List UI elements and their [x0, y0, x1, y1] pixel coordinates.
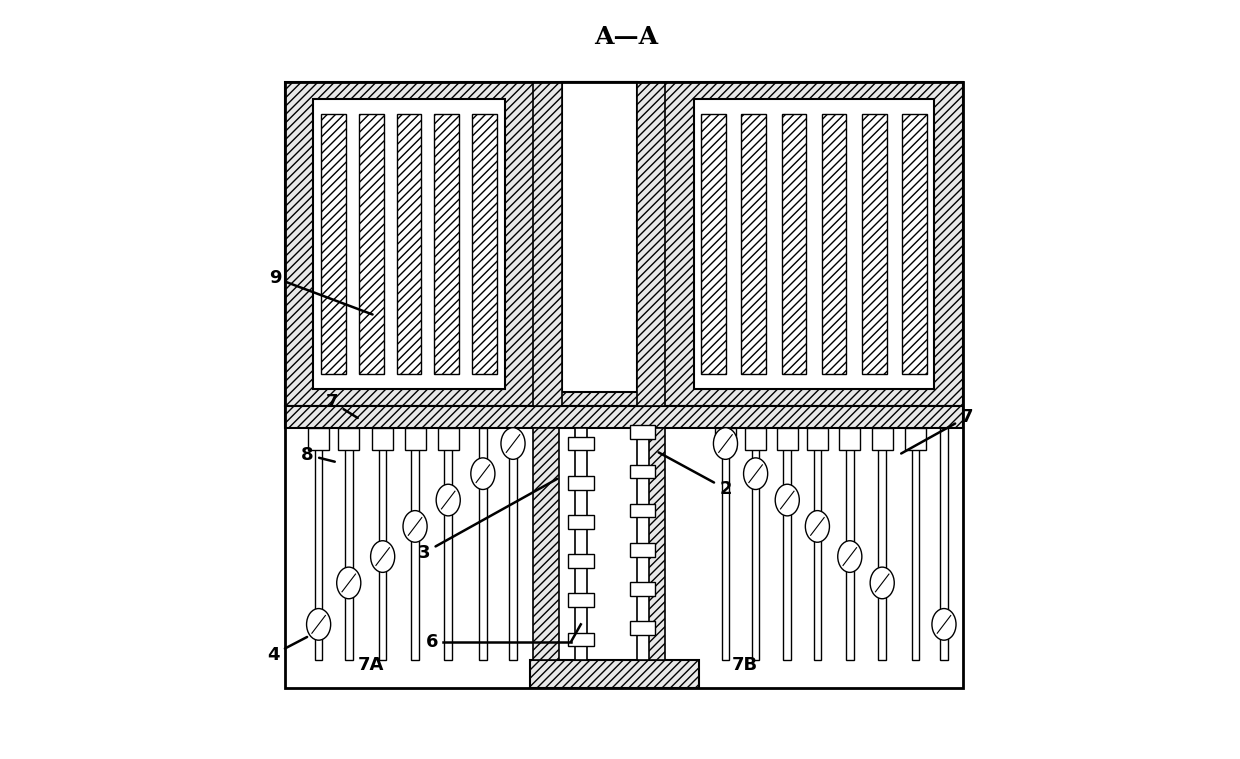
Bar [568, 633, 594, 646]
Bar [285, 429, 962, 688]
Bar [742, 114, 766, 373]
Bar [479, 429, 486, 660]
Bar [702, 114, 727, 373]
Bar [745, 429, 766, 449]
Bar [839, 429, 861, 449]
Ellipse shape [306, 609, 331, 640]
Ellipse shape [775, 484, 800, 516]
Bar [630, 622, 656, 635]
Bar [822, 114, 847, 373]
Ellipse shape [805, 511, 830, 542]
Bar [846, 429, 853, 660]
Bar [751, 429, 759, 660]
Ellipse shape [501, 428, 525, 459]
Bar [901, 114, 926, 373]
Bar [575, 429, 587, 660]
Ellipse shape [337, 567, 361, 599]
Bar [781, 114, 806, 373]
Bar [568, 594, 594, 607]
Bar [412, 429, 419, 660]
Text: 8: 8 [301, 446, 335, 464]
Bar [568, 515, 594, 529]
Bar [339, 429, 360, 449]
Ellipse shape [744, 458, 768, 490]
Text: 9: 9 [269, 269, 372, 314]
Bar [533, 82, 562, 406]
Bar [529, 660, 699, 688]
Bar [285, 406, 962, 429]
Ellipse shape [838, 540, 862, 572]
Ellipse shape [713, 428, 738, 459]
Bar [533, 429, 559, 660]
Text: 7A: 7A [358, 656, 384, 673]
Text: 7: 7 [326, 393, 357, 418]
Bar [722, 429, 729, 660]
Bar [940, 429, 947, 660]
Bar [285, 82, 962, 688]
Bar [285, 82, 962, 406]
Bar [807, 429, 828, 449]
Bar [568, 436, 594, 450]
Bar [345, 429, 352, 660]
Bar [878, 429, 885, 660]
Bar [776, 429, 797, 449]
Bar [510, 429, 517, 660]
Bar [630, 465, 656, 478]
Bar [813, 429, 821, 660]
Bar [636, 429, 649, 660]
Text: A—A: A—A [594, 25, 658, 49]
Bar [568, 554, 594, 568]
Bar [321, 114, 346, 373]
Bar [872, 429, 893, 449]
Text: 7B: 7B [732, 656, 758, 673]
Bar [444, 429, 453, 660]
Bar [630, 582, 656, 596]
Bar [397, 114, 422, 373]
Bar [562, 82, 636, 392]
Bar [640, 429, 665, 660]
Bar [379, 429, 387, 660]
Bar [434, 114, 459, 373]
Text: 4: 4 [267, 637, 308, 663]
Ellipse shape [371, 540, 394, 572]
Bar [308, 429, 329, 449]
Bar [358, 114, 383, 373]
Text: 3: 3 [418, 479, 557, 562]
Bar [911, 429, 919, 660]
Text: 6: 6 [425, 633, 438, 651]
Bar [905, 429, 926, 449]
Bar [784, 429, 791, 660]
Ellipse shape [436, 484, 460, 516]
Bar [630, 543, 656, 556]
Bar [694, 99, 934, 389]
Text: 7: 7 [901, 408, 973, 453]
Bar [630, 426, 656, 439]
Bar [438, 429, 459, 449]
Bar [636, 82, 665, 406]
Bar [404, 429, 425, 449]
Bar [715, 429, 737, 449]
Ellipse shape [870, 567, 894, 599]
Bar [315, 429, 322, 660]
Ellipse shape [932, 609, 956, 640]
Bar [314, 99, 505, 389]
Bar [472, 114, 497, 373]
Bar [568, 476, 594, 490]
Ellipse shape [471, 458, 495, 490]
Text: 2: 2 [658, 452, 732, 498]
Bar [372, 429, 393, 449]
Bar [630, 504, 656, 518]
Bar [862, 114, 887, 373]
Ellipse shape [403, 511, 427, 542]
